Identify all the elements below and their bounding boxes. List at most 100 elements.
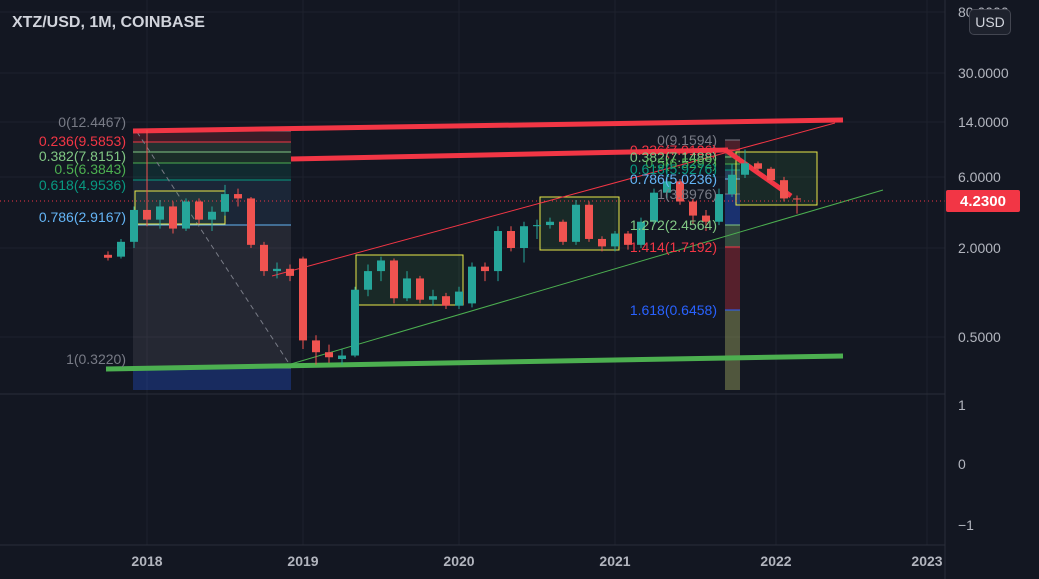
fib-zone <box>133 131 291 142</box>
candle-body <box>559 221 567 242</box>
fib-label: 0.786(2.9167) <box>39 209 126 225</box>
currency-button[interactable]: USD <box>969 9 1011 35</box>
candle-body <box>221 194 229 212</box>
candles-layer <box>104 129 801 365</box>
indicator-axis-tick-label: −1 <box>958 517 974 533</box>
fib-zone <box>133 142 291 152</box>
fib-label: 0.5(6.3843) <box>54 161 126 177</box>
candle-body <box>390 260 398 299</box>
candle-body <box>338 355 346 360</box>
candle-body <box>702 215 710 222</box>
chart-title: XTZ/USD, 1M, COINBASE <box>12 14 205 31</box>
candle-body <box>676 181 684 202</box>
fib-zone <box>725 225 740 247</box>
candle-body <box>767 168 775 181</box>
consolidation-box <box>735 151 818 206</box>
fib-trend-dashed-line <box>136 131 291 366</box>
fib-label: 0.618(4.9536) <box>39 177 126 193</box>
time-axis-tick-label: 2020 <box>443 553 474 569</box>
candle-body <box>377 260 385 272</box>
fib-zone-extension <box>725 310 740 390</box>
candle-body <box>130 209 138 242</box>
candle-body <box>481 266 489 272</box>
candle-body <box>429 296 437 300</box>
candle-body <box>494 231 502 272</box>
indicator-axis-tick-label: 0 <box>958 456 966 472</box>
candle-body <box>182 201 190 229</box>
candle-body <box>741 163 749 175</box>
time-axis-tick-label: 2019 <box>287 553 318 569</box>
candle-body <box>598 238 606 247</box>
red-upper-channel-line <box>271 122 836 277</box>
candle-body <box>572 204 580 242</box>
candle-body <box>273 268 281 272</box>
grid-layer <box>0 0 945 545</box>
price-axis-tick-label: 2.0000 <box>958 240 1001 256</box>
time-axis-tick-label: 2018 <box>131 553 162 569</box>
fib-label: 1(0.3220) <box>66 351 126 367</box>
candle-body <box>364 271 372 290</box>
candle-body <box>754 163 762 169</box>
candle-body <box>169 206 177 229</box>
fib-label: 0.236(7.9126) <box>630 142 717 158</box>
time-axis-tick-label: 2021 <box>599 553 630 569</box>
red-resistance-line-middle <box>290 147 729 162</box>
candle-body <box>351 289 359 356</box>
price-axis-tick-label: 0.5000 <box>958 329 1001 345</box>
fib-zone <box>133 152 291 163</box>
candle-body <box>416 278 424 300</box>
fib-label: 1.618(0.6458) <box>630 302 717 318</box>
candle-body <box>507 231 515 248</box>
candle-body <box>195 201 203 220</box>
candle-body <box>234 194 242 199</box>
fib-label: 1.272(2.4564) <box>630 217 717 233</box>
price-axis-tick-label: 30.0000 <box>958 65 1009 81</box>
candle-body <box>793 198 801 200</box>
green-support-line <box>105 353 844 372</box>
candle-body <box>208 211 216 220</box>
candle-body <box>286 268 294 276</box>
fib-label: 0.382(7.1488) <box>630 149 717 165</box>
fib-label: 0.236(9.5853) <box>39 133 126 149</box>
candle-body <box>611 233 619 247</box>
last-price-tag: 4.2300 <box>946 190 1020 212</box>
candle-body <box>585 204 593 239</box>
candle-body <box>104 254 112 258</box>
green-lower-channel-line <box>290 189 884 365</box>
candle-body <box>143 209 151 220</box>
candle-body <box>312 340 320 353</box>
time-axis-tick-label: 2023 <box>911 553 942 569</box>
candle-body <box>247 198 255 245</box>
price-axis-panel <box>945 0 1039 579</box>
fib-label: 0.786(5.0236) <box>630 171 717 187</box>
fib-labels-layer: 0(12.4467)0.236(9.5853)0.382(7.8151)0.5(… <box>39 114 717 367</box>
time-axis-tick-label: 2022 <box>760 553 791 569</box>
fib-label: 1(3.8976) <box>657 186 717 202</box>
candle-body <box>403 278 411 299</box>
candle-body <box>156 206 164 220</box>
fib-label: 0.618(5.9276) <box>630 161 717 177</box>
fib-zone <box>133 163 291 180</box>
candle-body <box>546 221 554 226</box>
price-axis-tick-label: 6.0000 <box>958 169 1001 185</box>
candle-body <box>637 221 645 245</box>
candle-body <box>117 241 125 257</box>
candle-body <box>468 266 476 304</box>
candle-body <box>299 258 307 341</box>
fib-label: 0.5(6.5292) <box>645 155 717 171</box>
fib-zone <box>725 157 740 164</box>
fib-zone <box>725 247 740 310</box>
candle-body <box>715 194 723 222</box>
fib-zone-extension <box>133 368 291 390</box>
candle-body <box>533 225 541 227</box>
candle-body <box>442 296 450 306</box>
candle-body <box>663 181 671 193</box>
candle-body <box>624 233 632 245</box>
candle-body <box>728 174 736 195</box>
candle-body <box>780 180 788 199</box>
candle-body <box>455 291 463 306</box>
candle-body <box>325 352 333 358</box>
candle-body <box>260 244 268 272</box>
